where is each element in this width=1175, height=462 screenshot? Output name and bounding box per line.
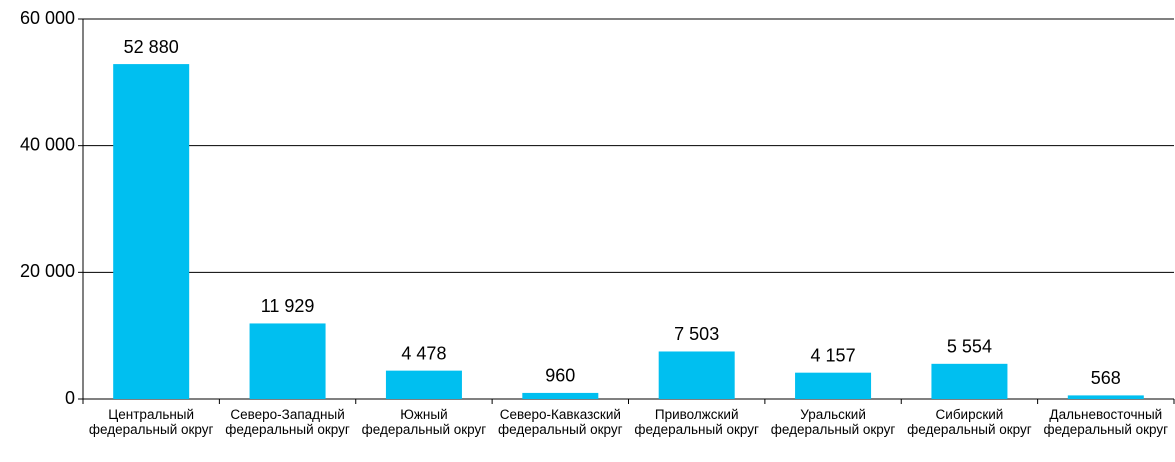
y-tick-label: 0 — [65, 388, 75, 408]
bar — [931, 363, 1008, 399]
value-label: 568 — [1091, 368, 1121, 388]
value-label: 52 880 — [124, 37, 179, 57]
value-label: 5 554 — [947, 337, 992, 357]
bar — [385, 370, 462, 399]
value-label: 7 503 — [674, 324, 719, 344]
bar — [113, 64, 190, 400]
y-tick-label: 60 000 — [20, 8, 75, 28]
x-tick-label: Уральский федеральный округ — [770, 407, 896, 437]
x-tick-label: Южный федеральный округ — [361, 407, 487, 437]
value-label: 4 478 — [401, 343, 446, 363]
x-tick-label: Сибирский федеральный округ — [907, 407, 1032, 437]
x-tick-label: Центральный федеральный округ — [88, 407, 214, 437]
value-label: 4 157 — [811, 345, 856, 365]
bar — [1067, 395, 1144, 399]
value-label: 11 929 — [261, 296, 315, 316]
y-tick-label: 40 000 — [20, 134, 75, 154]
bar — [249, 323, 326, 399]
value-label: 960 — [545, 366, 575, 386]
x-tick-label: Северо-Западный федеральный округ — [225, 407, 350, 437]
x-tick-label: Северо-Кавказский федеральный округ — [498, 407, 623, 437]
bar — [795, 372, 872, 399]
x-tick-label: Дальневосточный федеральный округ — [1043, 407, 1169, 437]
bar — [658, 351, 735, 399]
bar — [522, 392, 599, 399]
y-tick-label: 20 000 — [20, 261, 75, 281]
x-tick-label: Приволжский федеральный округ — [634, 407, 759, 437]
